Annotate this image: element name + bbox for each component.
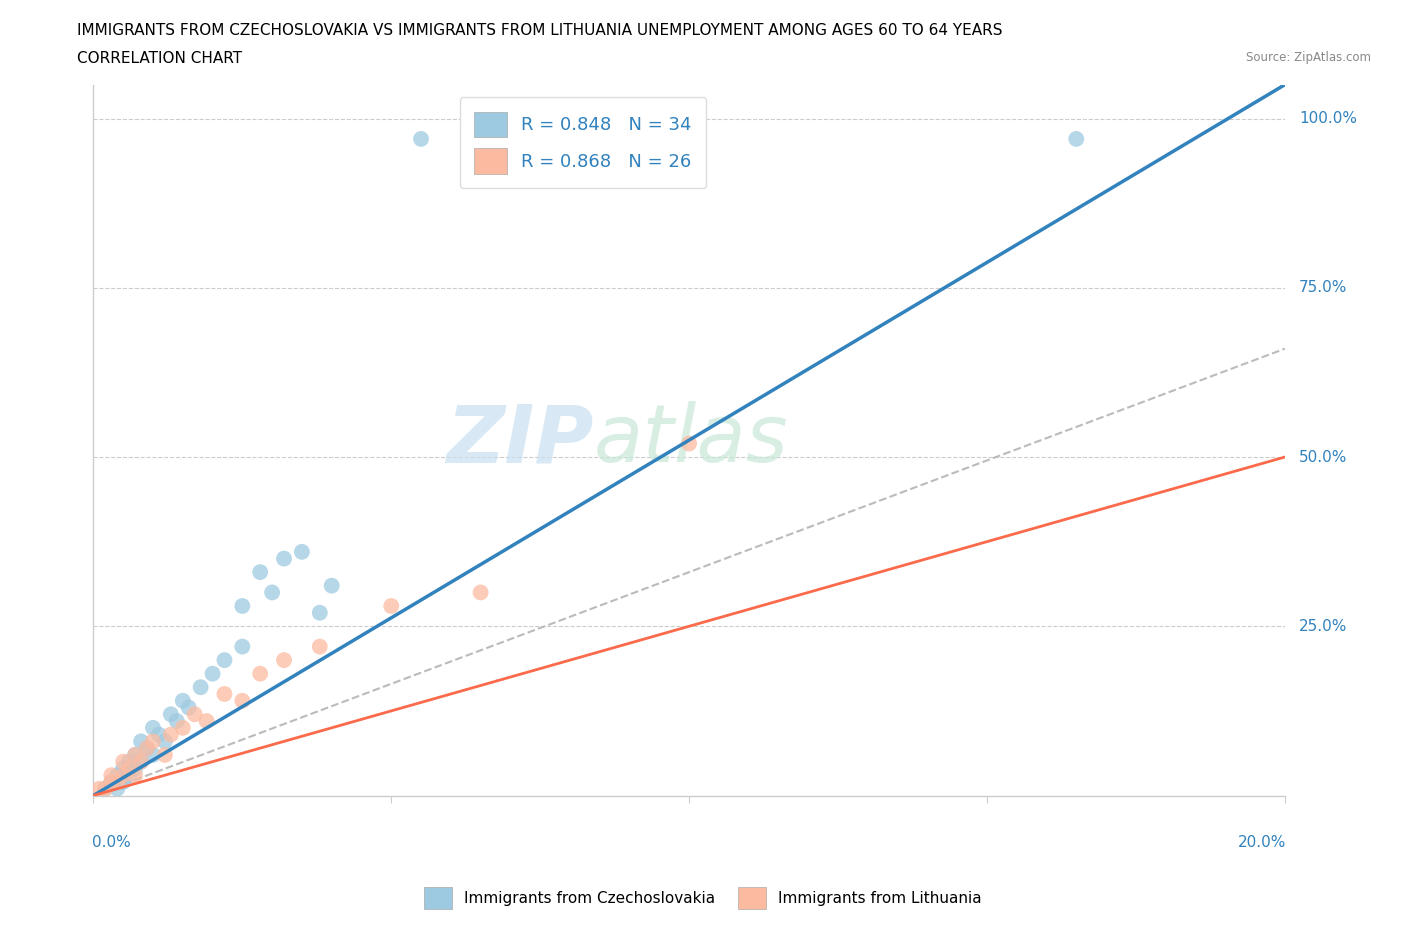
Point: [148, 727, 170, 742]
Point: [129, 754, 152, 769]
Text: 20.0%: 20.0%: [1237, 834, 1286, 850]
Point: [183, 707, 205, 722]
Point: [201, 666, 224, 681]
Point: [112, 754, 135, 769]
Point: [129, 734, 152, 749]
Text: IMMIGRANTS FROM CZECHOSLOVAKIA VS IMMIGRANTS FROM LITHUANIA UNEMPLOYMENT AMONG A: IMMIGRANTS FROM CZECHOSLOVAKIA VS IMMIGR…: [77, 23, 1002, 38]
Point: [409, 131, 432, 146]
Point: [321, 578, 343, 593]
Point: [678, 436, 700, 451]
Point: [308, 605, 330, 620]
Point: [380, 599, 402, 614]
Point: [470, 585, 492, 600]
Point: [112, 775, 135, 790]
Point: [112, 761, 135, 776]
Text: 25.0%: 25.0%: [1299, 618, 1347, 633]
Point: [166, 713, 188, 728]
Point: [273, 551, 295, 566]
Point: [308, 639, 330, 654]
Point: [153, 748, 176, 763]
Point: [89, 781, 111, 796]
Point: [195, 713, 218, 728]
Point: [142, 721, 165, 736]
Point: [100, 775, 122, 790]
Legend: Immigrants from Czechoslovakia, Immigrants from Lithuania: Immigrants from Czechoslovakia, Immigran…: [419, 881, 987, 915]
Text: 50.0%: 50.0%: [1299, 449, 1347, 465]
Text: 75.0%: 75.0%: [1299, 280, 1347, 296]
Point: [190, 680, 212, 695]
Point: [249, 666, 271, 681]
Text: atlas: atlas: [593, 401, 789, 479]
Point: [1064, 131, 1087, 146]
Point: [214, 653, 236, 668]
Point: [136, 740, 159, 755]
Point: [112, 768, 135, 783]
Point: [118, 768, 141, 783]
Point: [142, 734, 165, 749]
Text: 100.0%: 100.0%: [1299, 111, 1357, 126]
Point: [118, 754, 141, 769]
Point: [105, 775, 128, 790]
Point: [262, 585, 284, 600]
Point: [124, 768, 146, 783]
Point: [105, 781, 128, 796]
Point: [100, 768, 122, 783]
Point: [231, 693, 253, 708]
Text: Source: ZipAtlas.com: Source: ZipAtlas.com: [1246, 51, 1371, 64]
Text: ZIP: ZIP: [447, 401, 593, 479]
Point: [153, 734, 176, 749]
Point: [214, 686, 236, 701]
Point: [160, 707, 183, 722]
Point: [231, 599, 253, 614]
Point: [249, 565, 271, 579]
Point: [124, 748, 146, 763]
Legend: R = 0.848   N = 34, R = 0.868   N = 26: R = 0.848 N = 34, R = 0.868 N = 26: [460, 98, 706, 188]
Point: [105, 768, 128, 783]
Point: [94, 781, 117, 796]
Point: [94, 781, 117, 796]
Point: [273, 653, 295, 668]
Point: [172, 721, 194, 736]
Point: [129, 754, 152, 769]
Point: [231, 639, 253, 654]
Point: [142, 748, 165, 763]
Point: [291, 544, 314, 559]
Point: [124, 761, 146, 776]
Text: CORRELATION CHART: CORRELATION CHART: [77, 51, 242, 66]
Point: [172, 693, 194, 708]
Point: [177, 700, 200, 715]
Point: [118, 761, 141, 776]
Point: [100, 775, 122, 790]
Text: 0.0%: 0.0%: [93, 834, 131, 850]
Point: [136, 740, 159, 755]
Point: [160, 727, 183, 742]
Point: [124, 748, 146, 763]
